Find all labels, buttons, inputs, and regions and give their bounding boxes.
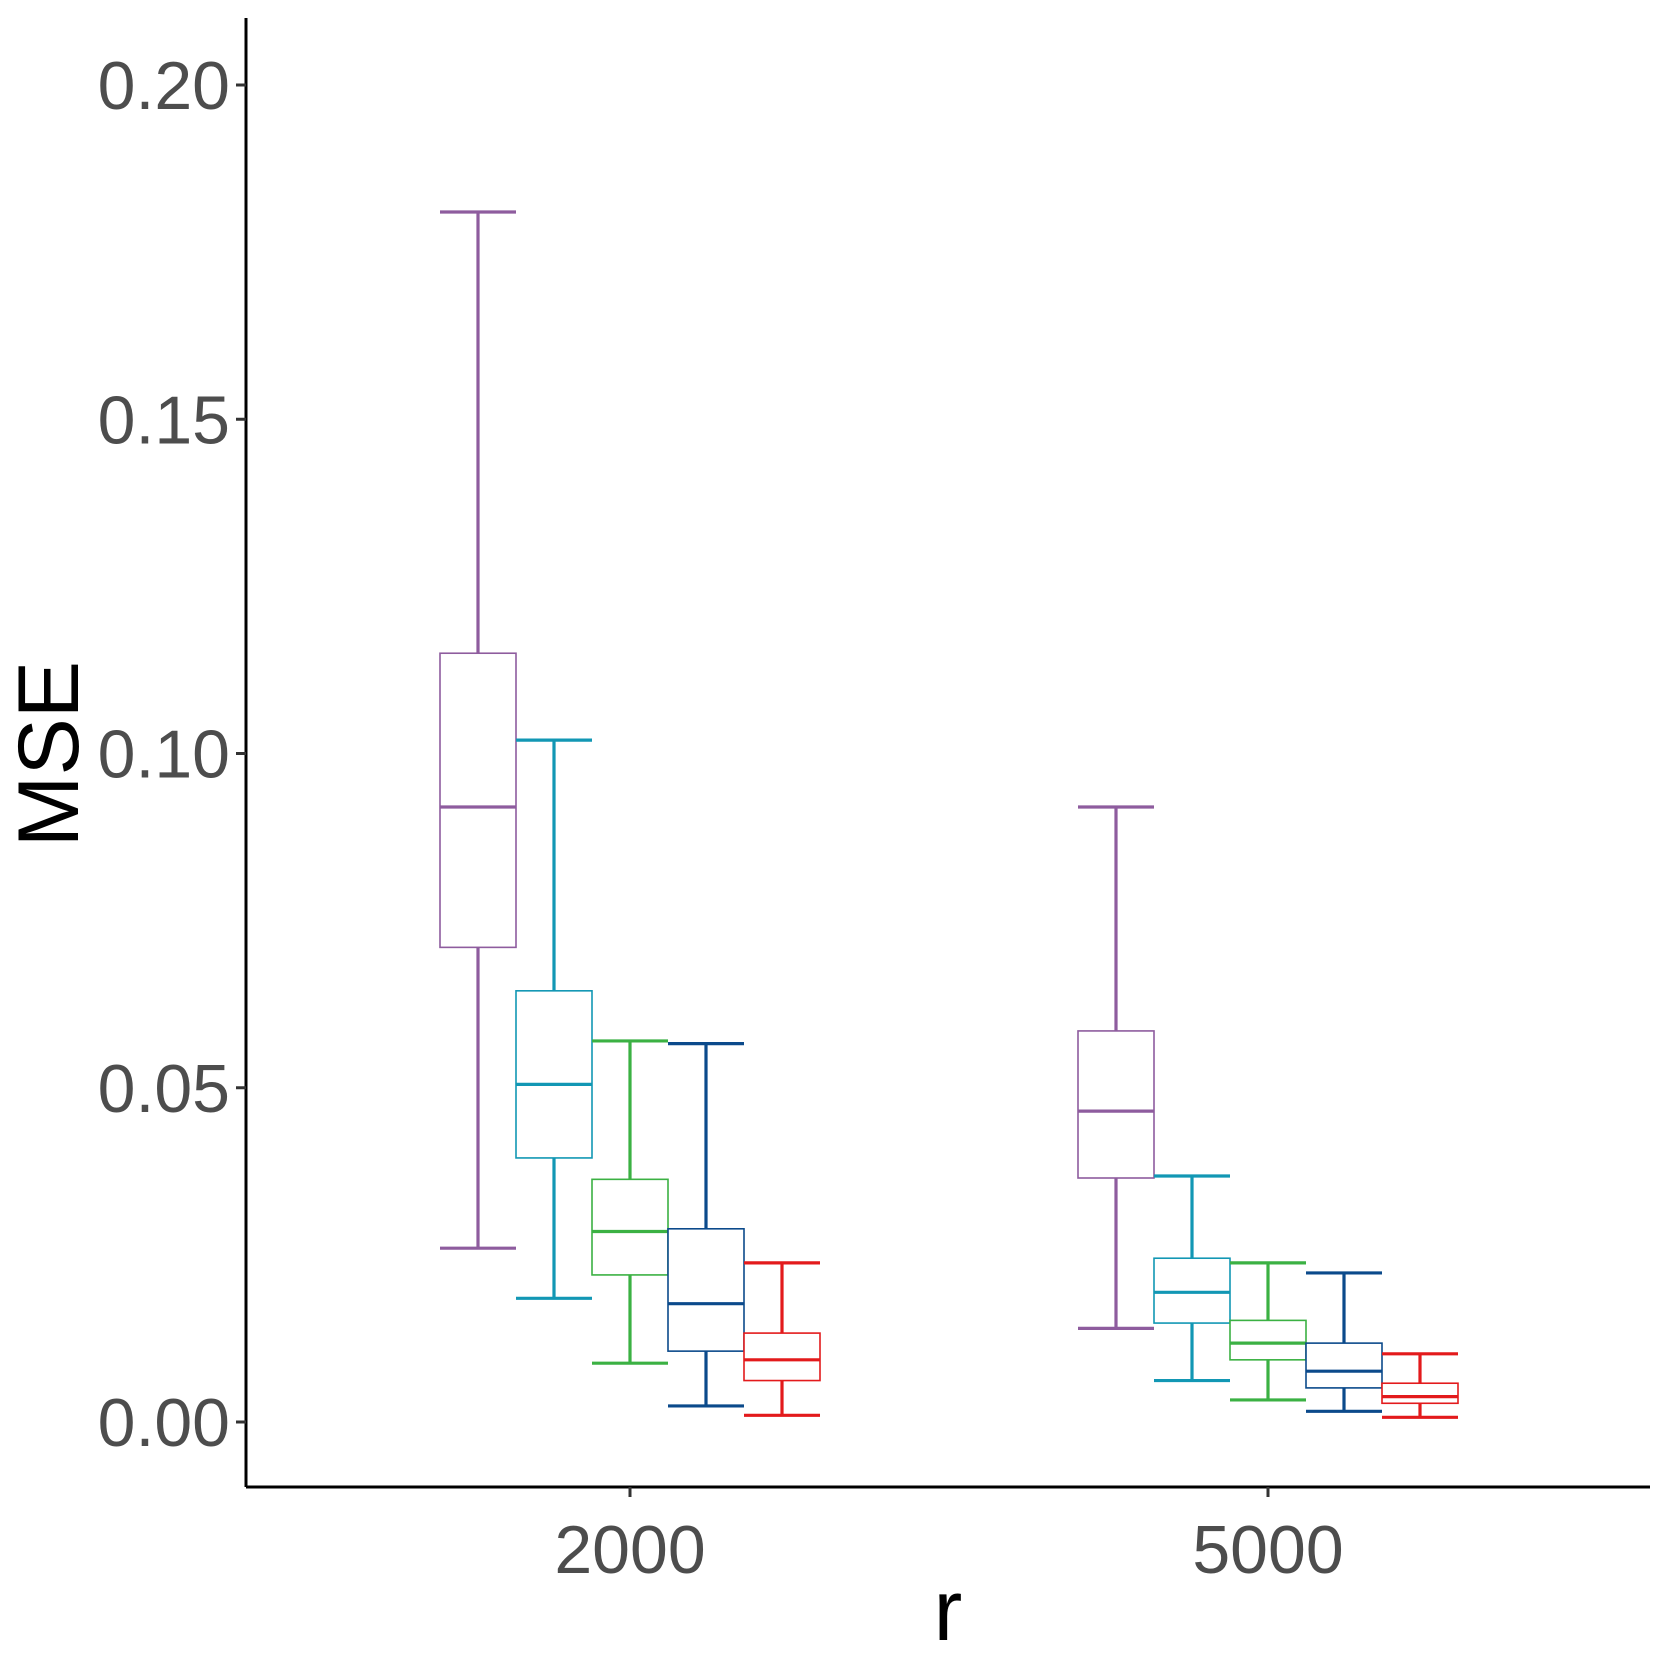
- y-axis-title: MSE: [1, 661, 97, 847]
- iqr-box: [743, 1332, 821, 1382]
- box-series-2-2000: [515, 738, 593, 1300]
- y-tick-label: 0.15: [98, 382, 230, 458]
- y-tick-label: 0.10: [98, 717, 230, 793]
- box-series-3-2000: [591, 1039, 669, 1365]
- iqr-box: [515, 990, 593, 1159]
- box-series-5-5000: [1381, 1352, 1459, 1419]
- iqr-box: [1305, 1342, 1383, 1389]
- box-series-4-2000: [667, 1042, 745, 1408]
- x-axis-title: r: [934, 1563, 963, 1659]
- iqr-box: [439, 652, 517, 949]
- y-tick-label: 0.05: [98, 1051, 230, 1127]
- x-tick-label: 5000: [1192, 1512, 1343, 1588]
- x-ticks-layer: 2000 5000: [554, 1487, 1344, 1588]
- y-tick-label: 0.00: [98, 1385, 230, 1461]
- iqr-box: [1381, 1382, 1459, 1405]
- iqr-box: [667, 1228, 745, 1352]
- iqr-box: [591, 1178, 669, 1276]
- y-tick-label: 0.20: [98, 48, 230, 124]
- box-series-4-5000: [1305, 1271, 1383, 1413]
- x-tick-label: 2000: [554, 1512, 705, 1588]
- box-series-3-5000: [1229, 1261, 1307, 1402]
- iqr-box: [1153, 1257, 1231, 1324]
- box-series-5-2000: [743, 1261, 821, 1417]
- boxes-layer: [439, 210, 1459, 1419]
- box-series-2-5000: [1153, 1174, 1231, 1383]
- iqr-box: [1229, 1319, 1307, 1361]
- box-series-1-5000: [1077, 805, 1155, 1331]
- iqr-box: [1077, 1030, 1155, 1179]
- y-ticks-layer: 0.00 0.05 0.10 0.15 0.20: [98, 48, 246, 1461]
- box-series-1-2000: [439, 210, 517, 1250]
